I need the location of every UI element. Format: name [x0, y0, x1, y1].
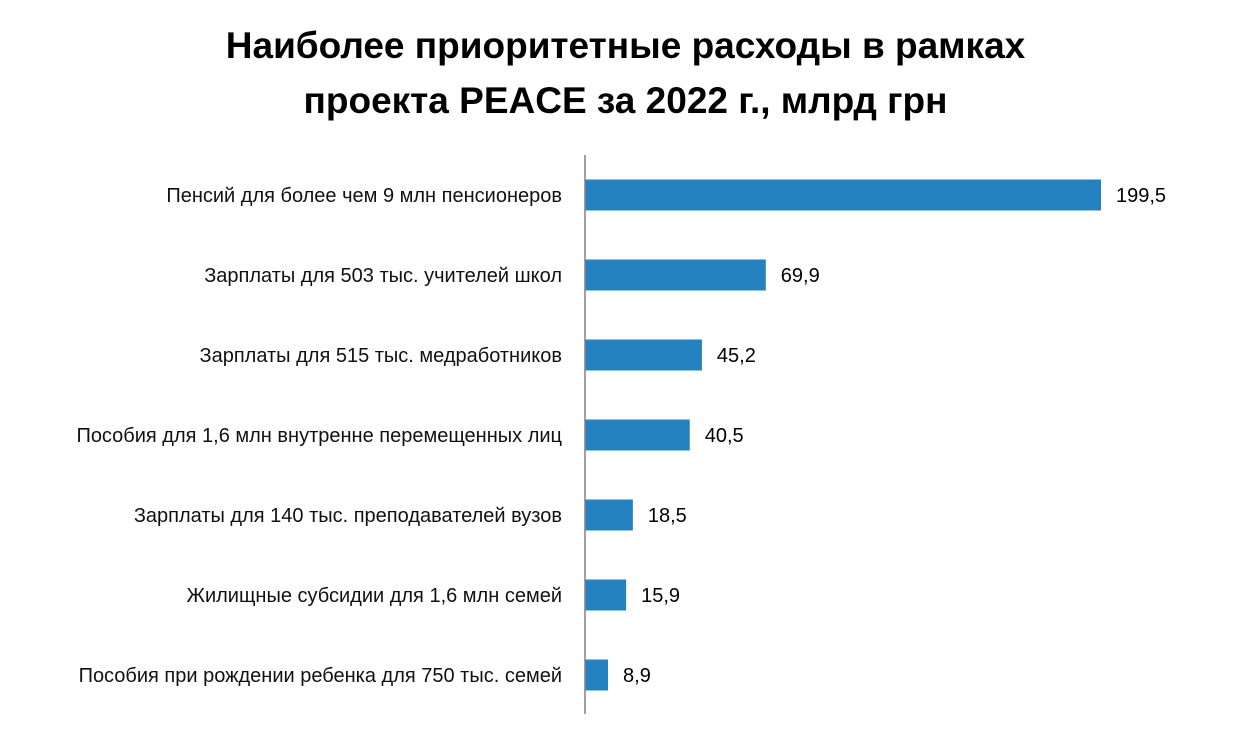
- bar-5: [585, 499, 633, 531]
- category-label-2: Зарплаты для 503 тыс. учителей школ: [204, 265, 562, 287]
- bar-3: [585, 339, 702, 371]
- bar-2: [585, 259, 766, 291]
- chart-title-line-2: проекта PEACE за 2022 г., млрд грн: [303, 80, 948, 121]
- category-label-5: Зарплаты для 140 тыс. преподавателей вуз…: [134, 505, 562, 527]
- category-label-1: Пенсий для более чем 9 млн пенсионеров: [166, 185, 562, 207]
- value-label-2: 69,9: [781, 265, 820, 287]
- bar-4: [585, 419, 690, 451]
- value-label-5: 18,5: [648, 505, 687, 527]
- category-label-4: Пособия для 1,6 млн внутренне перемещенн…: [76, 425, 562, 447]
- value-label-3: 45,2: [717, 345, 756, 367]
- value-label-1: 199,5: [1116, 185, 1166, 207]
- value-label-6: 15,9: [641, 585, 680, 607]
- category-label-7: Пособия при рождении ребенка для 750 тыс…: [79, 665, 562, 687]
- category-label-6: Жилищные субсидии для 1,6 млн семей: [186, 585, 562, 607]
- value-label-4: 40,5: [705, 425, 744, 447]
- value-label-7: 8,9: [623, 665, 651, 687]
- category-label-3: Зарплаты для 515 тыс. медработников: [200, 345, 563, 367]
- chart-title: Наиболее приоритетные расходы в рамках п…: [0, 18, 1251, 128]
- chart-title-line-1: Наиболее приоритетные расходы в рамках: [225, 25, 1026, 66]
- bar-7: [585, 659, 609, 691]
- bar-1: [585, 179, 1101, 211]
- bar-6: [585, 579, 627, 611]
